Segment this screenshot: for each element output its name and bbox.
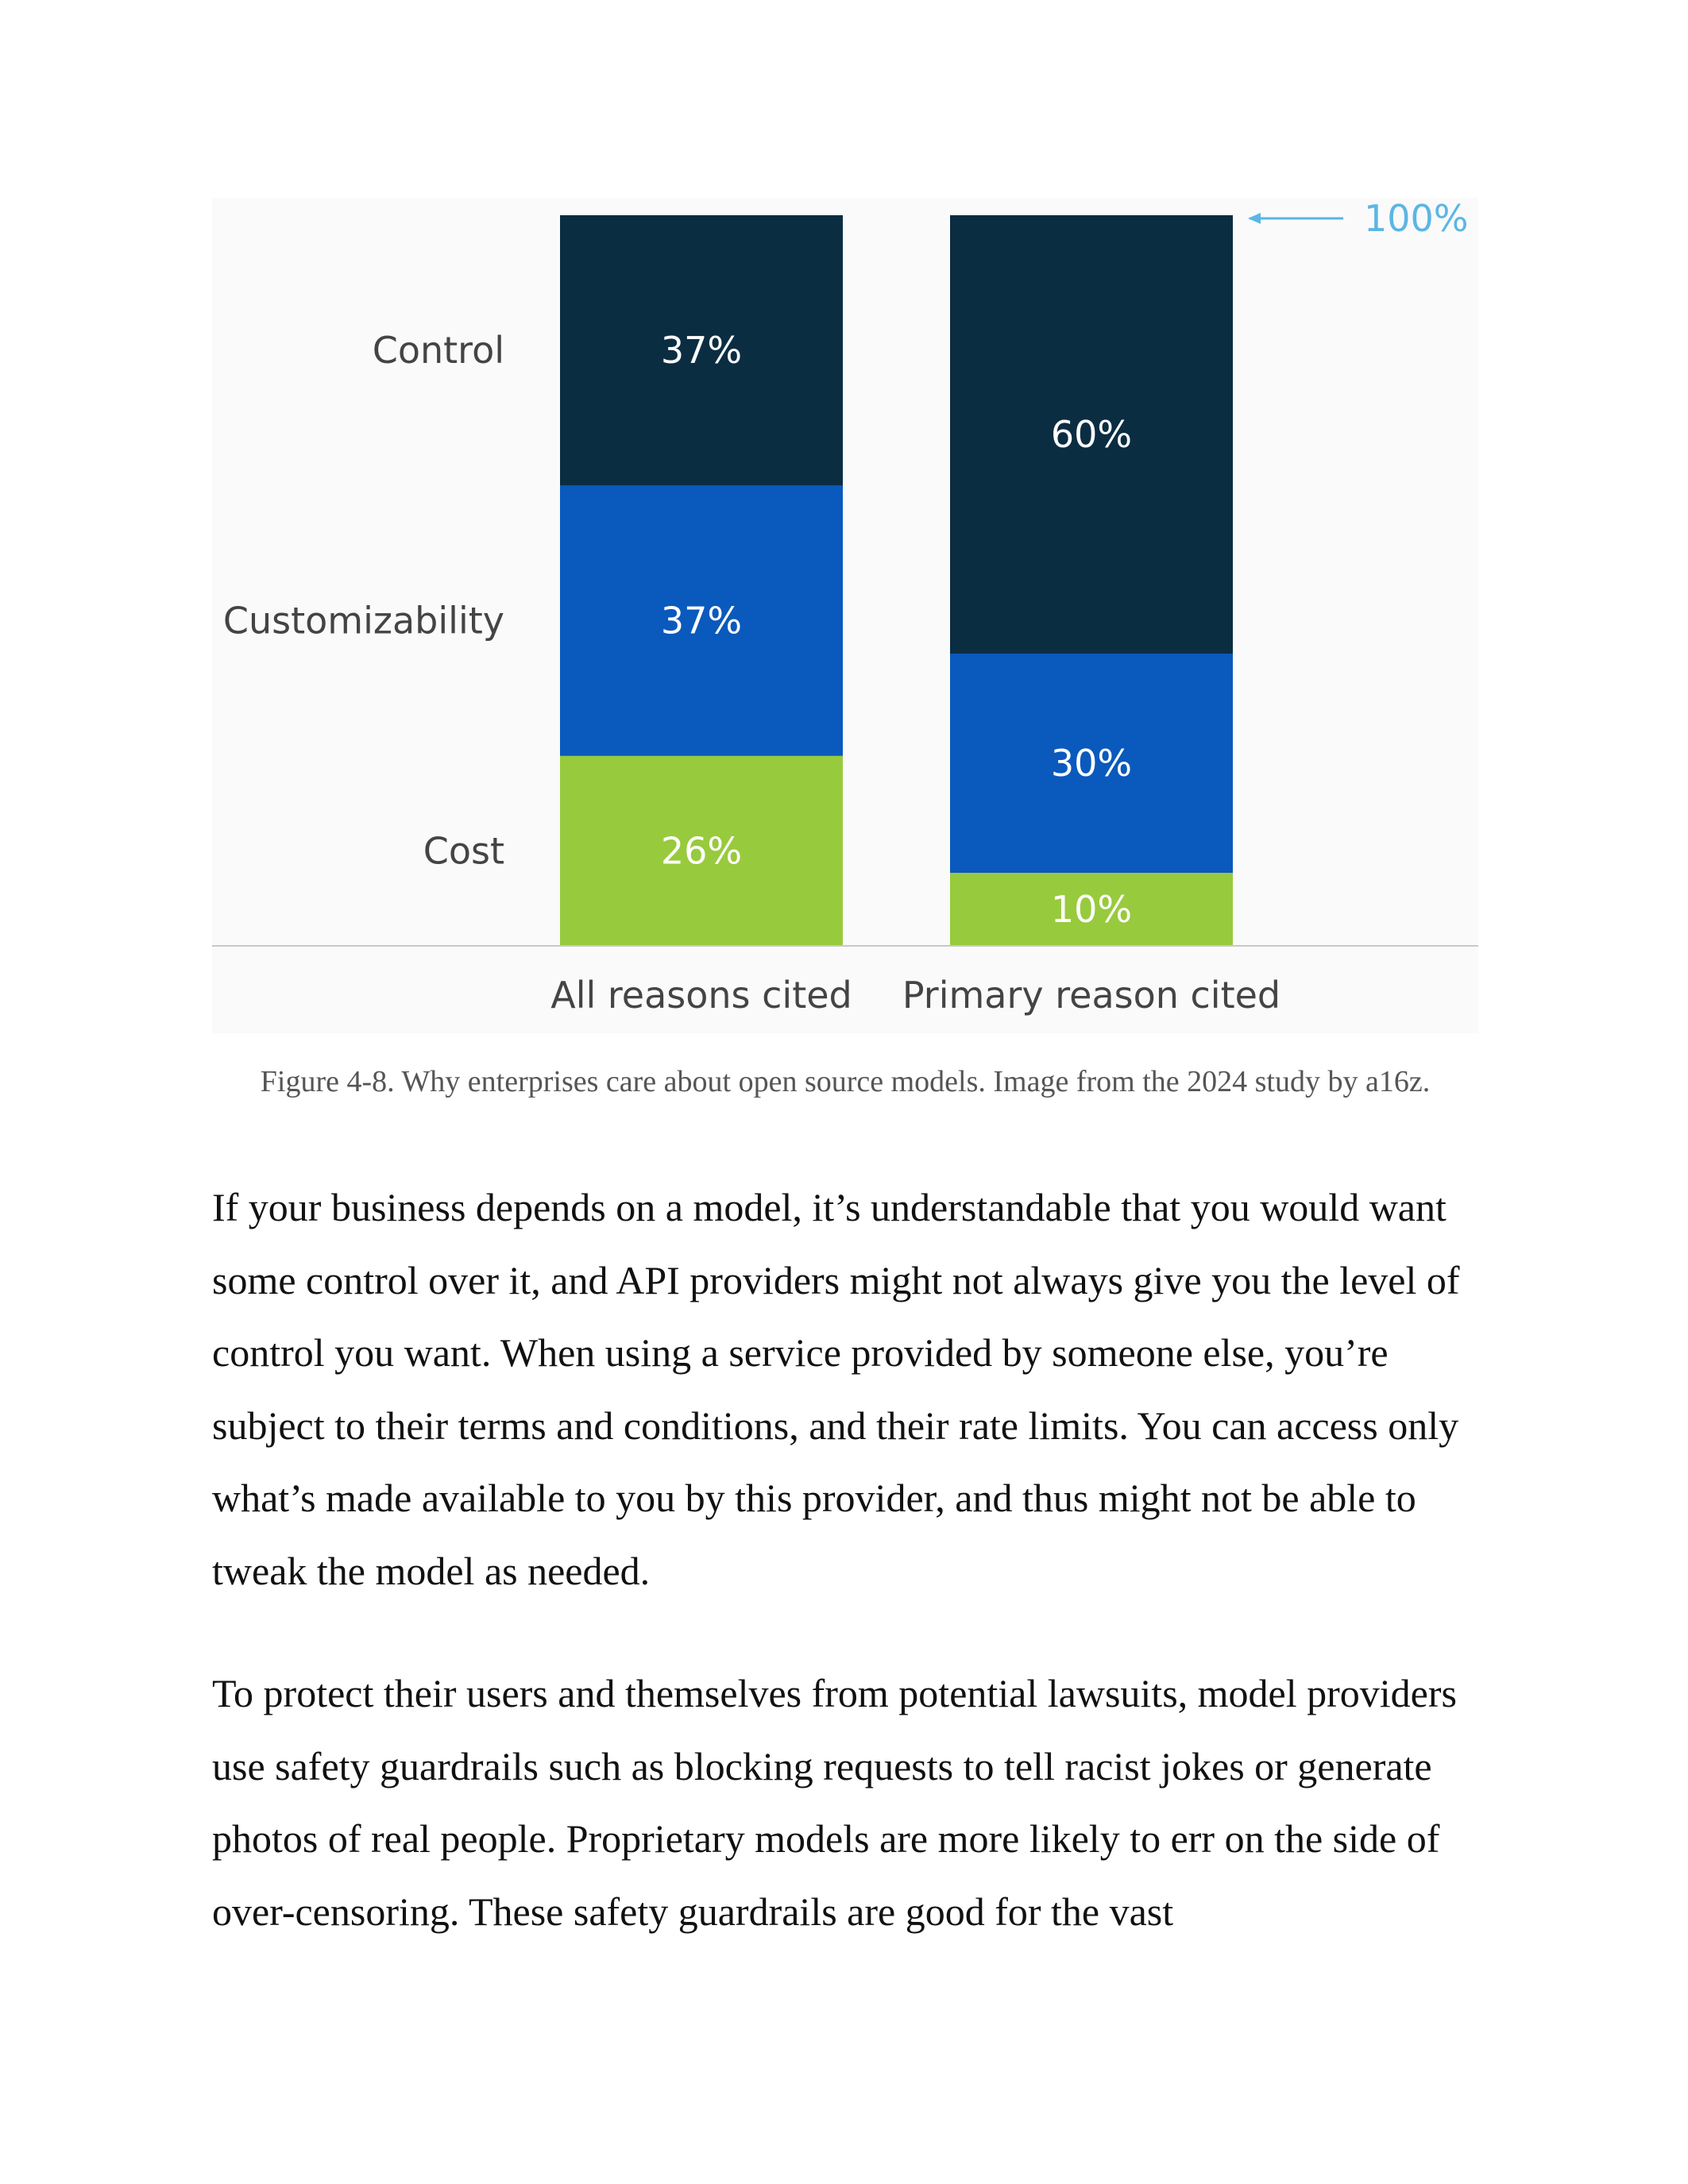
bar-value-label: 10% (1051, 888, 1132, 931)
bar-segment-cost-0 (560, 755, 843, 946)
bar-value-label: 30% (1051, 742, 1132, 785)
bar-segment-cost-1 (950, 873, 1233, 946)
bar-value-label: 26% (661, 829, 742, 872)
bar-segment-customizability-0 (560, 485, 843, 756)
bar-segment-control-1 (950, 215, 1233, 654)
category-label: Primary reason cited (902, 974, 1280, 1017)
series-label-customizability: Customizability (223, 600, 504, 642)
category-label: All reasons cited (550, 974, 852, 1017)
bar-segment-customizability-1 (950, 654, 1233, 873)
body-paragraph-2: To protect their users and themselves fr… (212, 1671, 1457, 1934)
bar-value-label: 60% (1051, 413, 1132, 456)
reference-label: 100% (1364, 198, 1469, 240)
bar-value-label: 37% (661, 329, 742, 372)
figure-caption: Figure 4-8. Why enterprises care about o… (260, 1065, 1431, 1098)
stacked-bar-chart: 26% 37% 37% All reasons cited 10% 30% 60% Prima… (212, 198, 1478, 1017)
series-label-cost: Cost (423, 829, 504, 872)
figure-chart: 26% 37% 37% All reasons cited 10% 30% 60% Prima… (212, 198, 1478, 1033)
body-paragraph-1: If your business depends on a model, it’… (212, 1185, 1460, 1593)
bar-value-label: 37% (661, 600, 742, 642)
bar-segment-control-0 (560, 215, 843, 486)
series-label-control: Control (373, 329, 504, 372)
arrow-left-icon (1248, 213, 1261, 224)
